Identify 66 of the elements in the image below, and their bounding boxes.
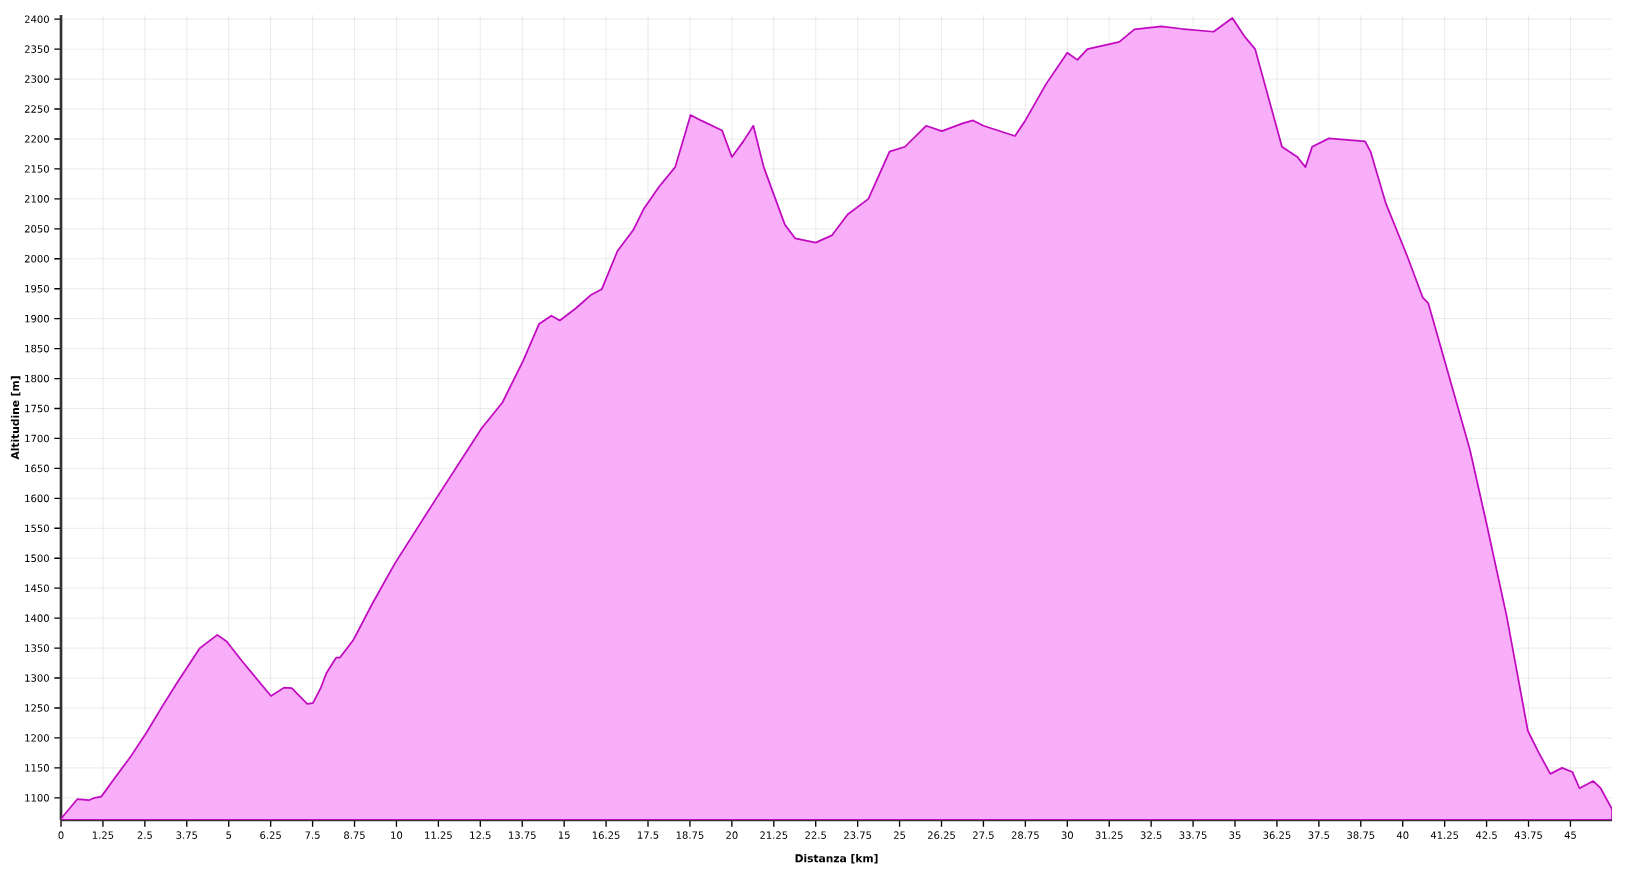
x-tick-label: 33.75 xyxy=(1179,831,1207,839)
y-tick-label: 1900 xyxy=(25,314,49,323)
x-tick-label: 11.25 xyxy=(425,831,452,839)
x-tick-label: 2.5 xyxy=(137,831,152,839)
x-tick-label: 21.25 xyxy=(760,831,788,839)
x-tick-label: 18.75 xyxy=(676,831,704,839)
x-tick-label: 30 xyxy=(1061,831,1073,839)
x-tick-label: 15 xyxy=(558,831,570,839)
y-tick-label: 1550 xyxy=(25,524,49,533)
y-tick-label: 2250 xyxy=(24,105,49,113)
x-tick-label: 7.5 xyxy=(305,831,320,839)
x-tick-label: 13.75 xyxy=(509,831,536,839)
y-tick-label: 2400 xyxy=(24,15,49,23)
x-tick-label: 1.25 xyxy=(92,831,114,839)
x-tick-label: 40 xyxy=(1396,831,1409,839)
x-tick-label: 43.75 xyxy=(1514,831,1542,839)
x-tick-label: 16.25 xyxy=(592,831,620,839)
x-tick-label: 31.25 xyxy=(1095,831,1123,839)
y-tick-label: 1650 xyxy=(25,464,49,473)
x-tick-label: 20 xyxy=(726,831,738,839)
y-tick-label: 1750 xyxy=(25,404,49,413)
y-tick-label: 2100 xyxy=(24,195,49,203)
x-tick-label: 23.75 xyxy=(844,831,872,839)
x-tick-label: 27.5 xyxy=(973,831,994,839)
x-tick-label: 3.75 xyxy=(176,831,198,839)
x-tick-label: 25 xyxy=(893,831,906,839)
x-tick-label: 36.25 xyxy=(1263,831,1291,839)
x-tick-label: 28.75 xyxy=(1011,831,1039,839)
y-tick-label: 1600 xyxy=(25,494,49,503)
y-tick-label: 2050 xyxy=(24,225,49,233)
x-tick-label: 17.5 xyxy=(637,831,659,839)
y-tick-label: 1800 xyxy=(25,374,49,383)
y-tick-label: 2300 xyxy=(24,75,49,83)
x-tick-label: 37.5 xyxy=(1308,831,1330,839)
x-axis-title: Distanza [km] xyxy=(795,854,878,864)
y-tick-label: 1200 xyxy=(25,734,49,742)
y-tick-label: 1850 xyxy=(25,344,49,353)
y-tick-label: 2150 xyxy=(24,165,49,173)
y-tick-label: 1950 xyxy=(25,284,49,293)
y-tick-label: 1150 xyxy=(25,764,49,772)
x-tick-label: 45 xyxy=(1564,831,1576,839)
y-tick-label: 1450 xyxy=(25,584,49,592)
y-tick-label: 2200 xyxy=(24,135,49,143)
x-tick-label: 38.75 xyxy=(1347,831,1375,839)
x-tick-label: 0 xyxy=(58,831,64,839)
x-tick-label: 6.25 xyxy=(260,831,281,839)
y-tick-label: 1100 xyxy=(25,794,49,802)
y-tick-label: 2350 xyxy=(24,45,49,53)
y-tick-label: 1300 xyxy=(25,674,49,682)
x-tick-label: 22.5 xyxy=(805,831,826,839)
x-tick-label: 5 xyxy=(226,831,232,839)
y-tick-label: 2000 xyxy=(24,254,49,263)
x-tick-label: 10 xyxy=(391,831,403,839)
y-axis-title: Altitudine [m] xyxy=(10,376,21,460)
y-tick-label: 1700 xyxy=(25,434,49,443)
x-tick-label: 26.25 xyxy=(927,831,955,839)
y-tick-label: 1350 xyxy=(25,644,49,652)
y-tick-label: 1250 xyxy=(25,704,49,712)
x-tick-label: 42.5 xyxy=(1475,831,1497,839)
x-tick-label: 8.75 xyxy=(344,831,365,839)
x-tick-label: 32.5 xyxy=(1140,831,1162,839)
x-tick-label: 12.5 xyxy=(470,831,491,839)
x-tick-label: 41.25 xyxy=(1430,831,1459,839)
x-tick-label: 35 xyxy=(1229,831,1241,839)
y-tick-label: 1400 xyxy=(25,614,49,622)
y-tick-label: 1500 xyxy=(25,554,49,563)
